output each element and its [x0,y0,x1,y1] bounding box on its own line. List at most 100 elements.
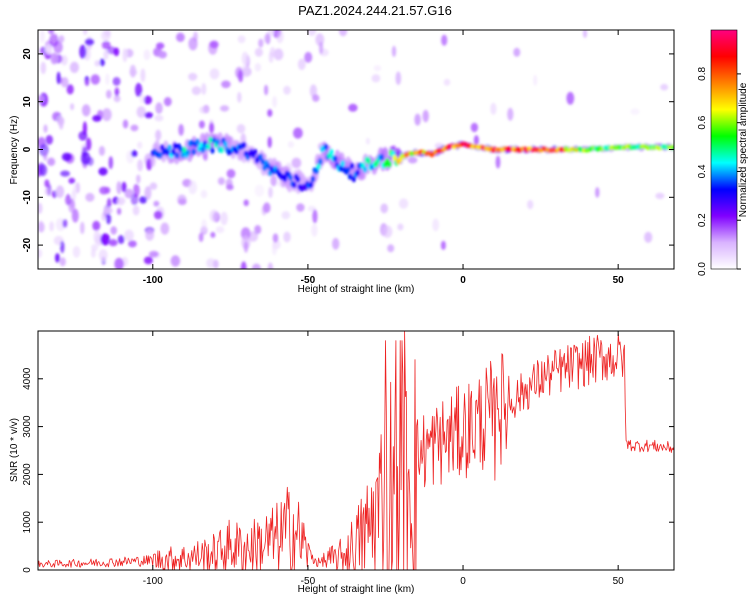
spectrogram-noise-blob [240,261,247,269]
spectrogram-noise-blob [153,200,160,207]
spectrogram-noise-blob [441,34,448,46]
spectrogram-noise-blob [68,177,76,184]
spectrogram-noise-blob [254,225,262,235]
spectrogram-noise-blob [93,230,101,244]
spectrogram-noise-blob [143,256,153,265]
spectrogram-noise-blob [61,152,72,162]
spectrogram-noise-blob [84,38,95,46]
spectrogram-noise-blob [198,232,204,242]
spectrogram-noise-blob [85,192,95,202]
spectrogram-noise-blob [283,231,291,243]
spectrogram-noise-blob [39,46,47,55]
spectrogram-noise-blob [210,231,216,238]
spectrogram-noise-blob [124,188,134,199]
spectrogram-ridge-core [392,154,397,162]
spectrogram-noise-blob [309,84,317,98]
spectrogram-noise-blob [267,136,272,149]
spectrogram-noise-blob [81,104,91,117]
spectrogram-noise-blob [395,71,402,85]
spectrogram-noise-blob [114,87,120,97]
spectrogram-noise-blob [281,211,291,220]
spectrogram-ridge-core [189,139,195,147]
spectrogram-ridge-core [174,152,180,159]
spectrogram-noise-blob [443,78,451,86]
spectrogram-noise-blob [80,221,85,235]
spectrogram-noise-blob [655,192,665,200]
spectrogram-noise-blob [99,186,109,195]
snr-y-tick-label: 4000 [22,367,33,390]
spectrogram-noise-blob [144,112,154,119]
spectrogram-noise-blob [48,30,54,35]
spectrogram-ridge-core [191,148,196,155]
spectrogram-noise-blob [188,180,198,195]
spectrogram-noise-blob [71,208,79,223]
spectrogram-noise-blob [566,91,575,105]
spectrogram-ridge-core [167,144,172,151]
spectrogram-noise-blob [254,47,263,57]
snr-frame [37,330,675,571]
snr-x-tick-label: -50 [301,576,316,587]
spectrogram-ridge-core [158,152,163,159]
spectrogram-noise-blob [58,35,65,43]
spectrogram-noise-blob [59,257,66,267]
spectrogram-noise-blob [272,233,279,243]
spectrogram-noise-blob [69,61,79,73]
spectrogram-noise-blob [136,106,146,118]
spectrogram-noise-blob [339,30,348,37]
spectrogram-noise-blob [92,220,101,231]
spectrogram-noise-blob [243,241,249,253]
spectrogram-noise-blob [58,116,64,130]
spectrogram-noise-blob [106,198,112,209]
spectrogram-noise-blob [155,102,163,114]
spectrogram-noise-blob [312,94,320,102]
spectrogram-ridge-core [346,166,351,174]
spectrogram-noise-blob [495,155,501,169]
spectrogram-noise-blob [264,33,270,44]
spectrogram-ridge-core [206,143,211,150]
snr-y-tick-label: 0 [22,567,33,573]
spectrogram-y-tick-label: -10 [22,190,33,205]
spectrogram-noise-blob [178,123,184,136]
spectrogram-y-tick-label: 0 [22,146,33,152]
spectrogram-noise-blob [139,93,145,104]
spectrogram-x-tick-label: -100 [143,275,163,286]
spectrogram-noise-blob [113,95,121,103]
spectrogram-ridge-core [172,142,178,150]
spectrogram-y-tick-label: 20 [22,48,33,60]
spectrogram-noise-blob [79,44,87,59]
snr-x-tick-label: 0 [460,576,466,587]
spectrogram-noise-blob [45,135,53,145]
spectrogram-ridge-core [182,146,187,154]
spectrogram-ridge-core [195,138,200,145]
spectrogram-noise-blob [92,115,102,122]
colorbar-tick-label: 0.6 [697,115,708,129]
spectrogram-noise-blob [60,55,68,66]
spectrogram-noise-blob [66,84,74,95]
spectrogram-noise-blob [101,108,112,122]
spectrogram-noise-blob [263,202,271,213]
spectrogram-noise-blob [143,49,151,61]
spectrogram-noise-blob [100,30,111,41]
spectrogram-ticks: -100 -50 0 50 20 10 0 -10 -20 [22,30,674,286]
spectrogram-y-tick-label: 10 [22,96,33,108]
spectrogram-noise-blob [201,219,208,233]
spectrogram-ridge-core [292,181,297,189]
spectrogram-noise-blob [283,85,291,95]
spectrogram-noise-blob [116,207,122,215]
spectrogram-ridge-core [314,167,319,175]
spectrogram-noise-blob [391,45,397,58]
spectrogram-noise-blob [507,107,514,121]
spectrogram-noise-blob [38,138,45,145]
spectrogram-noise-blob [116,196,126,205]
spectrogram-noise-blob [248,231,259,242]
spectrogram-noise-blob [414,113,421,126]
spectrogram-noise-blob [200,190,208,199]
spectrogram-noise-blob [106,89,112,99]
colorbar-ticks: 0.0 0.2 0.4 0.6 0.8 [697,67,741,276]
spectrogram-noise-blob [199,106,209,114]
spectrogram-noise-blob [108,239,118,247]
spectrogram-noise-blob [422,109,429,123]
spectrogram-noise-blob [60,240,65,254]
spectrogram-ridge-core [323,143,329,151]
spectrogram-noise-blob [145,229,155,241]
